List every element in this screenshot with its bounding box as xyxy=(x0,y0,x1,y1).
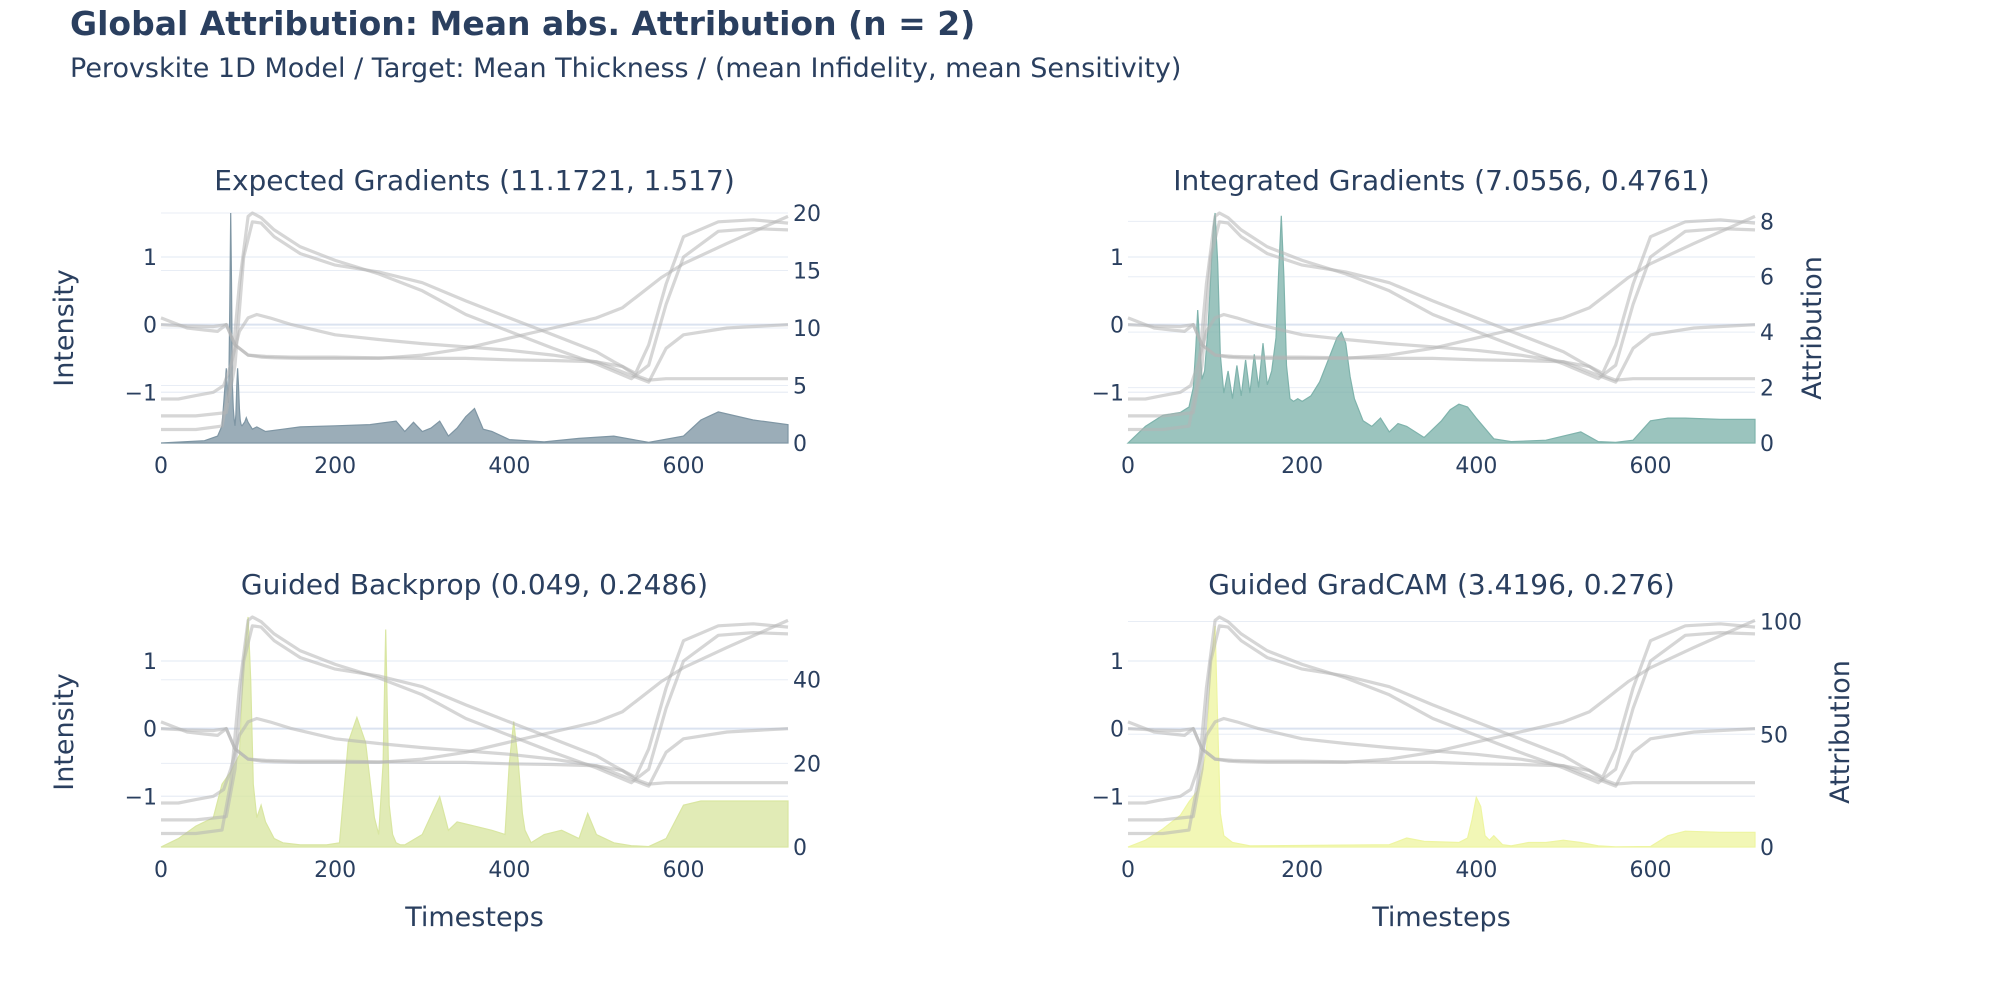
input-series-line-2 xyxy=(1128,211,1756,432)
y2-tick-label: 0 xyxy=(793,432,807,457)
x-tick-label: 0 xyxy=(154,454,168,479)
input-series-line-5 xyxy=(160,727,788,786)
y2-tick-label: 5 xyxy=(793,375,807,400)
subplot-title: Guided Backprop (0.049, 0.2486) xyxy=(241,568,708,601)
chart-panel-1: Expected Gradients (11.1721, 1.517)0 200 4… xyxy=(49,164,821,479)
y-tick-label: −1 xyxy=(1092,785,1124,810)
y-tick-label: 1 xyxy=(143,246,157,271)
x-tick-label: 200 xyxy=(314,454,356,479)
y-tick-label: 0 xyxy=(143,314,157,339)
y-tick-label: 0 xyxy=(1110,314,1124,339)
x-tick-label: 600 xyxy=(663,454,705,479)
x-tick-label: 0 xyxy=(1121,454,1135,479)
y2-tick-label: 20 xyxy=(793,202,821,227)
figure-subtitle: Perovskite 1D Model / Target: Mean Thick… xyxy=(70,53,1182,84)
x-tick-label: 600 xyxy=(663,858,705,883)
input-series-line-5 xyxy=(160,323,788,382)
input-series-line-5 xyxy=(1127,727,1755,786)
x-axis-title: Timesteps xyxy=(1371,902,1511,933)
subplot-title: Guided GradCAM (3.4196, 0.276) xyxy=(1208,568,1675,601)
y2-tick-label: 2 xyxy=(1760,377,1774,402)
input-series-line-3 xyxy=(1127,214,1756,360)
input-series-line-4 xyxy=(161,312,789,401)
input-series-line-4 xyxy=(1128,716,1756,805)
input-series-line-3 xyxy=(160,618,789,764)
input-series-line-1 xyxy=(1128,218,1756,418)
y2-axis-title: Attribution xyxy=(1797,256,1828,400)
input-series-line-4 xyxy=(1128,312,1756,401)
x-tick-label: 0 xyxy=(1121,858,1135,883)
y2-tick-label: 4 xyxy=(1760,321,1774,346)
x-tick-label: 200 xyxy=(1281,858,1323,883)
input-series-line-3 xyxy=(160,214,789,360)
y-tick-label: 1 xyxy=(143,650,157,675)
x-tick-label: 400 xyxy=(488,858,530,883)
input-series-line-1 xyxy=(161,622,789,822)
y2-tick-label: 100 xyxy=(1760,611,1802,636)
y2-tick-label: 15 xyxy=(793,260,821,285)
y2-tick-label: 50 xyxy=(1760,723,1788,748)
y-tick-label: 0 xyxy=(1110,718,1124,743)
figure-title: Global Attribution: Mean abs. Attributio… xyxy=(70,4,976,43)
input-series-line-5 xyxy=(1127,323,1755,382)
y2-tick-label: 20 xyxy=(793,752,821,777)
y2-tick-label: 0 xyxy=(1760,432,1774,457)
input-series-line-1 xyxy=(1128,622,1756,822)
x-axis-title: Timesteps xyxy=(404,902,544,933)
x-tick-label: 0 xyxy=(154,858,168,883)
y-tick-label: −1 xyxy=(125,381,157,406)
y2-tick-label: 0 xyxy=(1760,836,1774,861)
input-series-line-2 xyxy=(161,615,789,836)
y-tick-label: −1 xyxy=(125,785,157,810)
y-axis-title: Intensity xyxy=(49,269,80,387)
subplot-title: Expected Gradients (11.1721, 1.517) xyxy=(214,164,735,197)
input-series-line-4 xyxy=(161,716,789,805)
x-tick-label: 200 xyxy=(1281,454,1323,479)
y2-tick-label: 0 xyxy=(793,836,807,861)
x-tick-label: 600 xyxy=(1630,454,1672,479)
y2-tick-label: 6 xyxy=(1760,266,1774,291)
chart-panel-4: Guided GradCAM (3.4196, 0.276) 0 200 400 600… xyxy=(1092,568,1856,933)
y-tick-label: 1 xyxy=(1110,246,1124,271)
y2-tick-label: 40 xyxy=(793,669,821,694)
x-tick-label: 400 xyxy=(1455,858,1497,883)
y2-tick-label: 10 xyxy=(793,317,821,342)
x-tick-label: 200 xyxy=(314,858,356,883)
y2-axis-title: Attribution xyxy=(1825,660,1856,804)
subplot-title: Integrated Gradients (7.0556, 0.4761) xyxy=(1173,164,1709,197)
input-series-line-1 xyxy=(161,218,789,418)
input-series-line-2 xyxy=(161,211,789,432)
chart-panel-3: Guided Backprop (0.049, 0.2486)0 200 400 60… xyxy=(49,568,821,933)
chart-panel-2: Integrated Gradients (7.0556, 0.4761)0 20… xyxy=(1092,164,1828,479)
input-series-line-2 xyxy=(1128,615,1756,836)
input-series-line-3 xyxy=(1127,618,1756,764)
y2-tick-label: 8 xyxy=(1760,210,1774,235)
y-tick-label: 0 xyxy=(143,718,157,743)
attribution-area xyxy=(1126,212,1756,444)
y-tick-label: −1 xyxy=(1092,381,1124,406)
y-axis-title: Intensity xyxy=(49,673,80,791)
x-tick-label: 400 xyxy=(1455,454,1497,479)
x-tick-label: 400 xyxy=(488,454,530,479)
y-tick-label: 1 xyxy=(1110,650,1124,675)
x-tick-label: 600 xyxy=(1630,858,1672,883)
